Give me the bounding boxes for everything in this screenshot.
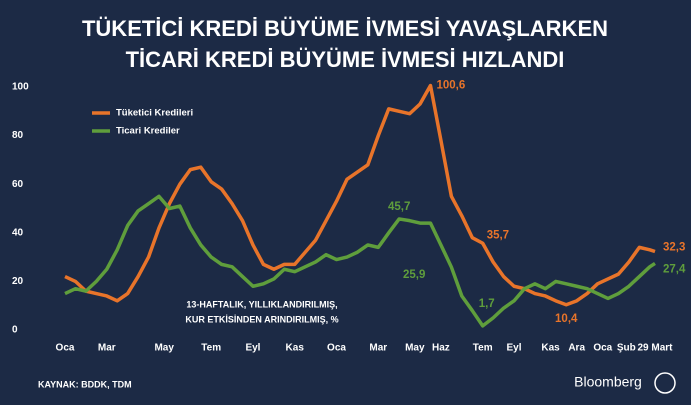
series-line <box>64 194 656 328</box>
x-tick-label: Ara <box>568 343 585 354</box>
note: KUR ETKİSİNDEN ARINDIRILMIŞ, % <box>185 314 338 324</box>
x-tick-label: Mar <box>98 343 116 354</box>
x-tick-label: 29 Mart <box>637 343 673 354</box>
x-tick-label: Tem <box>473 343 493 354</box>
x-tick-label: Mar <box>369 343 387 354</box>
data-label: 100,6 <box>436 80 465 92</box>
series-line <box>64 83 656 307</box>
y-tick-label: 80 <box>12 130 24 141</box>
data-label: 32,3 <box>663 242 685 254</box>
y-tick-label: 20 <box>12 276 24 287</box>
y-tick-label: 60 <box>12 179 24 190</box>
x-tick-label: Eyl <box>245 343 260 354</box>
legend-label: Tüketici Kredileri <box>116 108 193 119</box>
x-tick-label: Eyl <box>507 343 522 354</box>
note: 13-HAFTALIK, YILLIKLANDIRILMIŞ, <box>186 299 337 309</box>
chart-title: TÜKETİCİ KREDİ BÜYÜME İVMESİ YAVAŞLARKEN <box>82 16 608 41</box>
x-tick-label: Oca <box>327 343 346 354</box>
brand: Bloomberg <box>574 374 642 390</box>
x-tick-label: Kas <box>541 343 560 354</box>
x-tick-label: May <box>154 343 174 354</box>
x-tick-label: Haz <box>432 343 450 354</box>
legend-label: Ticari Krediler <box>116 126 180 137</box>
y-tick-label: 0 <box>12 325 18 336</box>
y-tick-label: 40 <box>12 227 24 238</box>
x-tick-label: May <box>405 343 425 354</box>
source: KAYNAK: BDDK, TDM <box>38 379 132 389</box>
chart-title: TİCARİ KREDİ BÜYÜME İVMESİ HIZLANDI <box>126 47 565 72</box>
data-label: 27,4 <box>663 263 686 275</box>
y-tick-label: 100 <box>12 82 29 93</box>
x-tick-label: Kas <box>286 343 305 354</box>
x-tick-label: Oca <box>593 343 612 354</box>
x-tick-label: Oca <box>56 343 75 354</box>
x-tick-label: Şub <box>617 343 636 354</box>
data-label: 10,4 <box>555 313 578 325</box>
logo <box>654 372 676 394</box>
data-label: 1,7 <box>479 298 495 310</box>
data-label: 45,7 <box>388 201 410 213</box>
x-tick-label: Tem <box>201 343 221 354</box>
data-label: 35,7 <box>487 229 509 241</box>
data-label: 25,9 <box>403 269 425 281</box>
